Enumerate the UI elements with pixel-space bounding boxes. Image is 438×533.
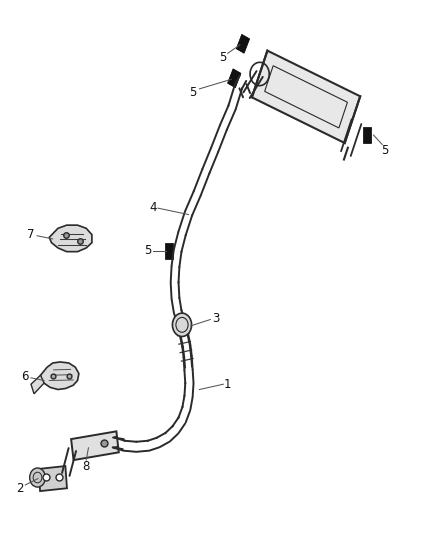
Text: 3: 3 xyxy=(212,312,219,325)
Circle shape xyxy=(30,468,46,487)
Polygon shape xyxy=(31,375,44,394)
Polygon shape xyxy=(236,34,250,53)
Polygon shape xyxy=(41,362,79,390)
Circle shape xyxy=(173,313,191,336)
Text: 7: 7 xyxy=(27,228,35,241)
Text: 5: 5 xyxy=(219,51,226,63)
Text: 6: 6 xyxy=(21,370,29,383)
Polygon shape xyxy=(71,431,119,460)
Polygon shape xyxy=(227,69,241,88)
Text: 4: 4 xyxy=(149,200,157,214)
Polygon shape xyxy=(252,51,360,143)
Polygon shape xyxy=(363,127,371,143)
Text: 5: 5 xyxy=(144,244,151,257)
Polygon shape xyxy=(39,466,67,491)
Text: 5: 5 xyxy=(381,144,389,157)
Polygon shape xyxy=(165,243,173,259)
Text: 2: 2 xyxy=(16,482,23,495)
Polygon shape xyxy=(49,225,92,252)
Text: 5: 5 xyxy=(189,86,197,99)
Text: 1: 1 xyxy=(224,378,231,391)
Text: 8: 8 xyxy=(83,461,90,473)
